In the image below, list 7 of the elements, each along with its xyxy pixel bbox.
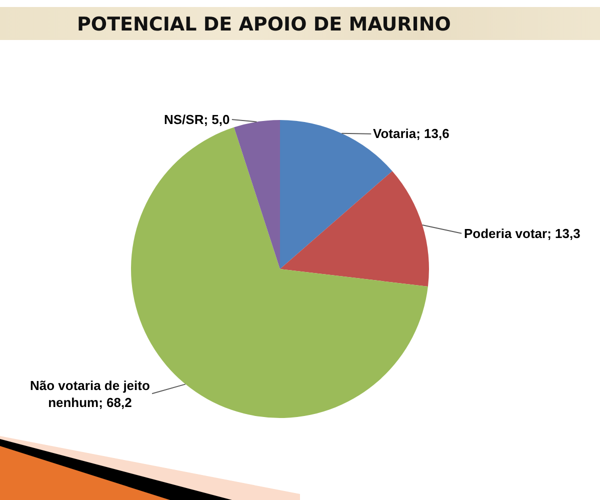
slice-label: NS/SR; 5,0 [164,112,230,127]
chart-title: POTENCIAL DE APOIO DE MAURINO [77,14,451,36]
pie-slice [280,171,429,286]
slice-label: Não votaria de jeito nenhum; 68,2 [30,378,150,410]
slice-label: Votaria; 13,6 [373,126,450,141]
pie-slice [234,120,280,269]
slice-label: Poderia votar; 13,3 [464,226,580,241]
